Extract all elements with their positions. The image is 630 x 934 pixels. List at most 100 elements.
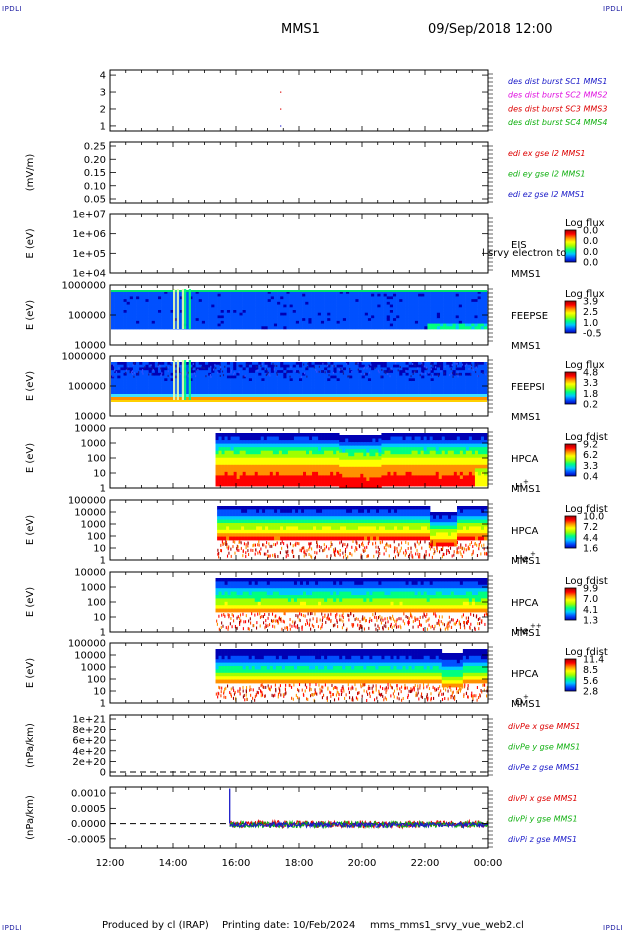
- heatmap-cell: [266, 475, 271, 480]
- heatmap-cell: [211, 383, 215, 387]
- heatmap-cell: [317, 312, 322, 316]
- heatmap-cell: [402, 312, 406, 316]
- heatmap-cell: [201, 386, 206, 390]
- heatmap-cell: [461, 304, 466, 308]
- heatmap-cell: [405, 310, 409, 314]
- heatmap-cell: [195, 323, 200, 327]
- heatmap-cell: [393, 370, 397, 374]
- heatmap-cell: [312, 468, 316, 473]
- heatmap-cell: [402, 310, 406, 314]
- heatmap-cell: [367, 372, 372, 376]
- heatmap-cell: [236, 367, 240, 371]
- heatmap-cell: [361, 381, 366, 385]
- heatmap-cell: [480, 326, 485, 330]
- heatmap-cell: [383, 386, 388, 390]
- heatmap-cell: [221, 450, 225, 455]
- heatmap-cell: [167, 312, 171, 316]
- heatmap-cell: [421, 378, 425, 382]
- heatmap-cell: [292, 367, 297, 371]
- heatmap-cell: [289, 312, 294, 316]
- heatmap-cell: [418, 391, 422, 395]
- heatmap-cell: [270, 320, 275, 324]
- heatmap-cell: [418, 386, 422, 390]
- heatmap-cell: [261, 307, 265, 311]
- heatmap-cell: [242, 454, 247, 459]
- heatmap-cell: [363, 480, 367, 485]
- heatmap-cell: [280, 391, 284, 395]
- heatmap-speckle: [321, 370, 323, 373]
- heatmap-cell: [336, 299, 341, 303]
- heatmap-cell: [270, 372, 275, 376]
- heatmap-cell: [198, 315, 203, 319]
- heatmap-cell: [120, 391, 124, 395]
- heatmap-cell: [461, 318, 466, 322]
- heatmap-cell: [117, 315, 121, 319]
- heatmap-cell: [360, 435, 364, 439]
- heatmap-cell: [402, 307, 406, 311]
- heatmap-cell: [414, 307, 419, 311]
- heatmap-speckle: [456, 362, 458, 365]
- heatmap-cell: [154, 304, 159, 308]
- heatmap-cell: [342, 296, 347, 300]
- heatmap-cell: [461, 307, 466, 311]
- heatmap-cell: [117, 296, 121, 300]
- heatmap-cell: [408, 383, 413, 387]
- heatmap-cell: [284, 468, 289, 473]
- heatmap-cell: [336, 323, 341, 327]
- heatmap-cell: [186, 364, 190, 368]
- heatmap-cell: [327, 293, 331, 297]
- heatmap-cell: [263, 471, 268, 476]
- heatmap-cell: [346, 304, 350, 308]
- heatmap-cell: [374, 367, 378, 371]
- heatmap-cell: [367, 389, 372, 393]
- heatmap-speckle: [260, 364, 262, 367]
- heatmap-cell: [272, 482, 277, 487]
- heatmap-cell: [286, 364, 290, 368]
- heatmap-cell: [242, 312, 247, 316]
- heatmap-cell: [198, 293, 203, 297]
- heatmap-cell: [248, 454, 253, 459]
- heatmap-cell: [324, 293, 328, 297]
- heatmap-cell: [223, 304, 228, 308]
- heatmap-speckle: [451, 371, 454, 374]
- heatmap-cell: [283, 326, 287, 330]
- heatmap-cell: [296, 433, 301, 437]
- heatmap-cell: [405, 375, 409, 379]
- heatmap-cell: [192, 389, 196, 393]
- heatmap-cell: [443, 381, 447, 385]
- heatmap-cell: [418, 293, 422, 297]
- heatmap-cell: [242, 468, 247, 473]
- heatmap-cell: [255, 301, 259, 305]
- heatmap-cell: [386, 315, 391, 319]
- heatmap-cell: [374, 318, 378, 322]
- heatmap-cell: [399, 364, 403, 368]
- heatmap-cell: [480, 296, 485, 300]
- heatmap-cell: [346, 293, 350, 297]
- y-tick-label: 10000: [74, 341, 106, 352]
- colorbar-tick-label: 3.9: [583, 297, 598, 308]
- heatmap-cell: [129, 364, 134, 368]
- heatmap-cell: [314, 301, 319, 305]
- heatmap-cell: [248, 440, 253, 444]
- heatmap-cell: [201, 320, 206, 324]
- heatmap-cell: [477, 389, 482, 393]
- heatmap-cell: [227, 440, 231, 444]
- heatmap-cell: [390, 440, 394, 444]
- heatmap-cell: [336, 378, 341, 382]
- heatmap-cell: [161, 310, 165, 314]
- heatmap-cell: [126, 310, 131, 314]
- heatmap-cell: [378, 452, 382, 457]
- heatmap-cell: [342, 456, 346, 461]
- heatmap-cell: [393, 312, 397, 316]
- heatmap-cell: [255, 323, 259, 327]
- heatmap-cell: [396, 375, 400, 379]
- heatmap-cell: [411, 364, 416, 368]
- heatmap-cell: [361, 362, 366, 366]
- heatmap-cell: [367, 296, 372, 300]
- heatmap-speckle: [485, 373, 487, 376]
- heatmap-cell: [480, 383, 485, 387]
- heatmap-cell: [161, 391, 165, 395]
- heatmap-cell: [305, 378, 309, 382]
- heatmap-cell: [348, 484, 352, 489]
- heatmap-cell: [390, 478, 394, 483]
